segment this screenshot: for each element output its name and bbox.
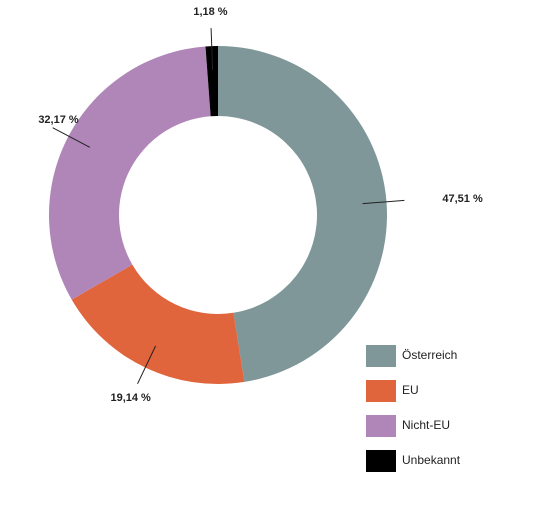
legend-swatch bbox=[366, 415, 396, 437]
legend-label: Österreich bbox=[402, 348, 457, 362]
leader-line bbox=[52, 127, 91, 148]
data-label: 32,17 % bbox=[38, 114, 79, 126]
legend-label: Unbekannt bbox=[402, 453, 461, 467]
data-label: 1,18 % bbox=[193, 6, 227, 18]
leader-line bbox=[137, 345, 157, 385]
donut-segment bbox=[218, 46, 388, 382]
donut-segment bbox=[71, 264, 245, 385]
donut-segment bbox=[49, 46, 211, 300]
legend-swatch bbox=[366, 345, 396, 367]
data-label: 47,51 % bbox=[442, 193, 483, 205]
leader-line bbox=[362, 199, 405, 205]
donut-segment bbox=[205, 46, 218, 117]
leader-line bbox=[210, 28, 214, 71]
legend-label: Nicht-EU bbox=[402, 418, 450, 432]
legend-label: EU bbox=[402, 383, 419, 397]
data-label: 19,14 % bbox=[110, 392, 151, 404]
legend-swatch bbox=[366, 380, 396, 402]
legend-swatch bbox=[366, 450, 396, 472]
